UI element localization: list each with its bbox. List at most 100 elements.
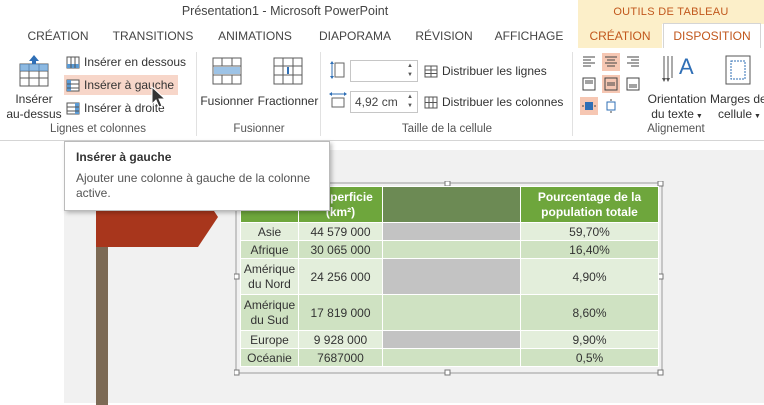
cell-margin-alt-icon (606, 99, 616, 113)
insert-left-button[interactable]: Insérer à gauche (64, 75, 179, 95)
spin-up-icon[interactable]: ▲ (407, 94, 413, 100)
title-bar: Présentation1 - Microsoft PowerPoint OUT… (0, 0, 764, 24)
align-right-button[interactable] (624, 53, 642, 71)
table-cell-percentage[interactable]: 8,60% (520, 294, 659, 331)
cell-margin-alt-button[interactable] (602, 97, 620, 115)
spin-down-icon[interactable]: ▼ (407, 103, 413, 109)
align-left-icon (583, 56, 595, 67)
tooltip: Insérer à gauche Ajouter une colonne à g… (64, 141, 330, 211)
table-cell-selected[interactable] (382, 330, 521, 349)
spin-down-icon[interactable]: ▼ (407, 72, 413, 78)
align-middle-button[interactable] (602, 75, 620, 93)
svg-text:A: A (679, 54, 694, 79)
group-separator (320, 52, 321, 136)
table-cell-continent[interactable]: Amérique du Sud (240, 294, 299, 331)
insert-above-label-1: Insérer (15, 92, 53, 106)
table-cell-area[interactable]: 44 579 000 (298, 222, 383, 241)
row-height-input[interactable]: ▲ ▼ (350, 60, 418, 82)
cell-margin-icon (582, 102, 596, 110)
tooltip-title: Insérer à gauche (76, 150, 172, 164)
table-cell-selected[interactable] (382, 348, 521, 367)
row-height-icon (330, 61, 345, 79)
table-row: Afrique 30 065 000 16,40% (240, 240, 659, 259)
distribute-columns-button[interactable]: Distribuer les colonnes (424, 92, 563, 112)
insert-right-button[interactable]: Insérer à droite (66, 98, 165, 118)
align-center-button[interactable] (602, 53, 620, 71)
table-row: Amérique du Nord 24 256 000 4,90% (240, 258, 659, 295)
distribute-rows-icon (424, 65, 438, 77)
align-center-icon (605, 56, 617, 67)
table-cell-area[interactable]: 7687000 (298, 348, 383, 367)
table-cell-continent[interactable]: Afrique (240, 240, 299, 259)
insert-above-label-2: au-dessus (6, 107, 62, 121)
table-header-cell-selected[interactable] (382, 186, 521, 223)
ribbon: Insérer au-dessus Insérer en dessous Ins… (0, 48, 764, 141)
align-bottom-icon (626, 77, 640, 91)
align-top-button[interactable] (580, 75, 598, 93)
cell-margin-small-button[interactable] (580, 97, 598, 115)
header-area-line-1: perficie (330, 189, 373, 204)
table-cell-area[interactable]: 9 928 000 (298, 330, 383, 349)
cell-margins-icon (725, 55, 751, 85)
table-cell-area[interactable]: 24 256 000 (298, 258, 383, 295)
table-row: Europe 9 928 000 9,90% (240, 330, 659, 349)
table-cell-percentage[interactable]: 9,90% (520, 330, 659, 349)
insert-below-button[interactable]: Insérer en dessous (66, 52, 186, 72)
group-label-rows-cols: Lignes et colonnes (50, 123, 146, 135)
table-cell-continent[interactable]: Europe (240, 330, 299, 349)
tab-transitions[interactable]: TRANSITIONS (112, 29, 194, 43)
insert-above-button[interactable]: Insérer au-dessus (6, 52, 62, 121)
header-area-line-2: (km²) (325, 204, 356, 219)
tab-table-layout[interactable]: DISPOSITION (663, 23, 761, 50)
table-cell-percentage[interactable]: 59,70% (520, 222, 659, 241)
tab-affichage[interactable]: AFFICHAGE (494, 29, 564, 43)
table-cell-percentage[interactable]: 16,40% (520, 240, 659, 259)
data-table[interactable]: perficie (km²) Pourcentage de la populat… (240, 186, 659, 367)
distribute-rows-button[interactable]: Distribuer les lignes (424, 61, 547, 81)
table-cell-continent[interactable]: Amérique du Nord (240, 258, 299, 295)
tooltip-description: Ajouter une colonne à gauche de la colon… (76, 171, 311, 200)
cell-margins-button[interactable]: Marges de cellule ▼ (710, 52, 764, 120)
insert-right-label: Insérer à droite (84, 101, 165, 115)
column-width-input[interactable]: 4,92 cm ▲ ▼ (350, 91, 418, 113)
tab-animations[interactable]: ANIMATIONS (218, 29, 292, 43)
tab-table-design[interactable]: CRÉATION (578, 24, 662, 48)
insert-row-below-icon (66, 56, 80, 68)
tab-revision[interactable]: RÉVISION (415, 29, 473, 43)
table-cell-selected[interactable] (382, 222, 521, 241)
align-left-button[interactable] (580, 53, 598, 71)
table-cell-continent[interactable]: Océanie (240, 348, 299, 367)
align-bottom-button[interactable] (624, 75, 642, 93)
dropdown-arrow-icon: ▼ (752, 113, 761, 120)
table-cell-selected[interactable] (382, 294, 521, 331)
table-header-cell[interactable]: Pourcentage de la population totale (520, 186, 659, 223)
table-cell-area[interactable]: 30 065 000 (298, 240, 383, 259)
distribute-columns-icon (424, 96, 438, 108)
table-cell-percentage[interactable]: 0,5% (520, 348, 659, 367)
table-cell-continent[interactable]: Asie (240, 222, 299, 241)
merge-cells-button[interactable]: Fusionner (200, 52, 254, 116)
table-row: Océanie 7687000 0,5% (240, 348, 659, 367)
split-cells-icon (273, 57, 303, 85)
table-row: Amérique du Sud 17 819 000 8,60% (240, 294, 659, 331)
group-label-merge: Fusionner (233, 123, 285, 135)
table-tools-label: OUTILS DE TABLEAU (578, 0, 764, 24)
table-cell-selected[interactable] (382, 240, 521, 259)
table-cell-percentage[interactable]: 4,90% (520, 258, 659, 295)
dropdown-arrow-icon: ▼ (693, 113, 703, 120)
cell-margins-label-1: Marges de (710, 92, 764, 106)
spin-up-icon[interactable]: ▲ (407, 63, 413, 69)
split-cells-button[interactable]: Fractionner (255, 52, 321, 116)
tab-diaporama[interactable]: DIAPORAMA (318, 29, 391, 43)
continent-line-2: du Sud (250, 312, 289, 327)
split-cells-label: Fractionner (257, 94, 319, 108)
align-middle-icon (604, 77, 618, 91)
header-pct-line-1: Pourcentage de la (537, 189, 642, 204)
text-direction-button[interactable]: A Orientation du texte ▼ (646, 52, 708, 121)
table-cell-area[interactable]: 17 819 000 (298, 294, 383, 331)
tab-creation[interactable]: CRÉATION (27, 29, 89, 43)
cell-margins-label-2: cellule (718, 107, 753, 120)
table-row: Asie 44 579 000 59,70% (240, 222, 659, 241)
table-cell-selected[interactable] (382, 258, 521, 295)
merge-cells-icon (212, 57, 242, 85)
